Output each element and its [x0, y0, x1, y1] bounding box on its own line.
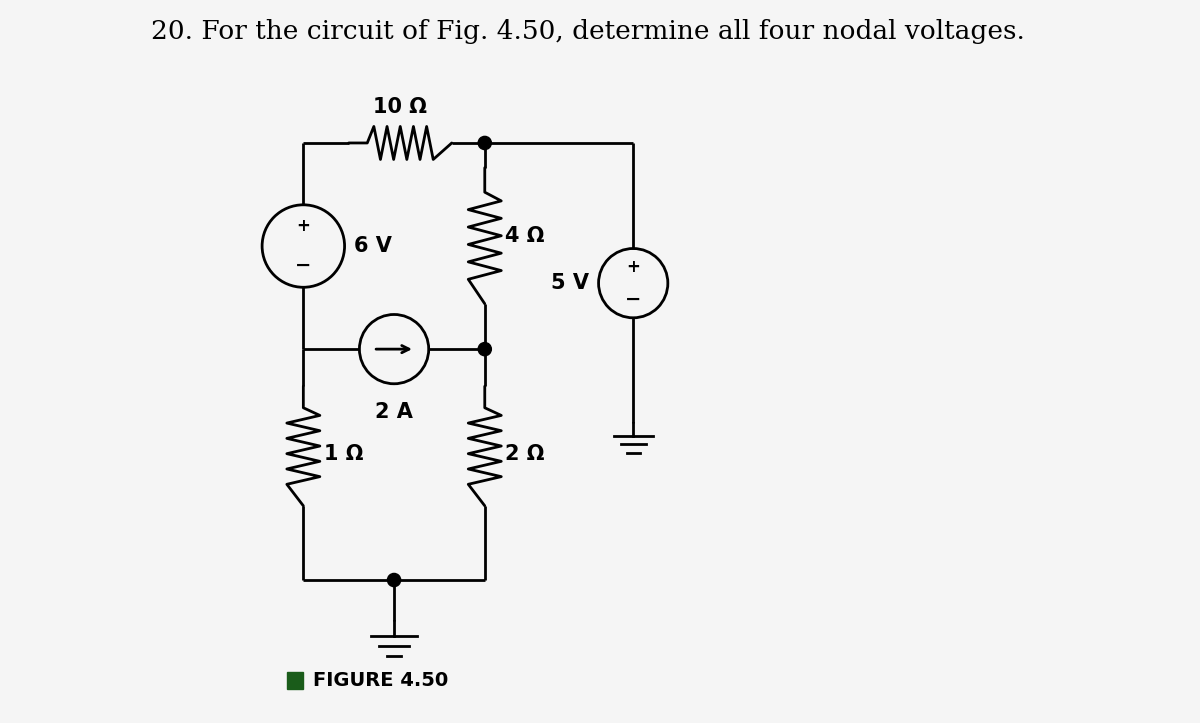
Text: 5 V: 5 V: [551, 273, 589, 293]
Text: −: −: [295, 257, 312, 275]
Bar: [287, 672, 304, 689]
Text: 10 Ω: 10 Ω: [373, 97, 427, 116]
Text: 4 Ω: 4 Ω: [505, 226, 545, 246]
Circle shape: [388, 573, 401, 586]
Text: 20. For the circuit of Fig. 4.50, determine all four nodal voltages.: 20. For the circuit of Fig. 4.50, determ…: [151, 19, 1025, 44]
Text: FIGURE 4.50: FIGURE 4.50: [313, 671, 449, 690]
Text: 1 Ω: 1 Ω: [324, 444, 364, 464]
Text: 2 Ω: 2 Ω: [505, 444, 545, 464]
Circle shape: [478, 343, 491, 356]
Text: −: −: [625, 290, 641, 309]
Text: 6 V: 6 V: [354, 236, 392, 256]
Text: +: +: [296, 217, 311, 235]
Circle shape: [478, 137, 491, 150]
Text: 2 A: 2 A: [376, 402, 413, 422]
Text: +: +: [626, 257, 640, 275]
